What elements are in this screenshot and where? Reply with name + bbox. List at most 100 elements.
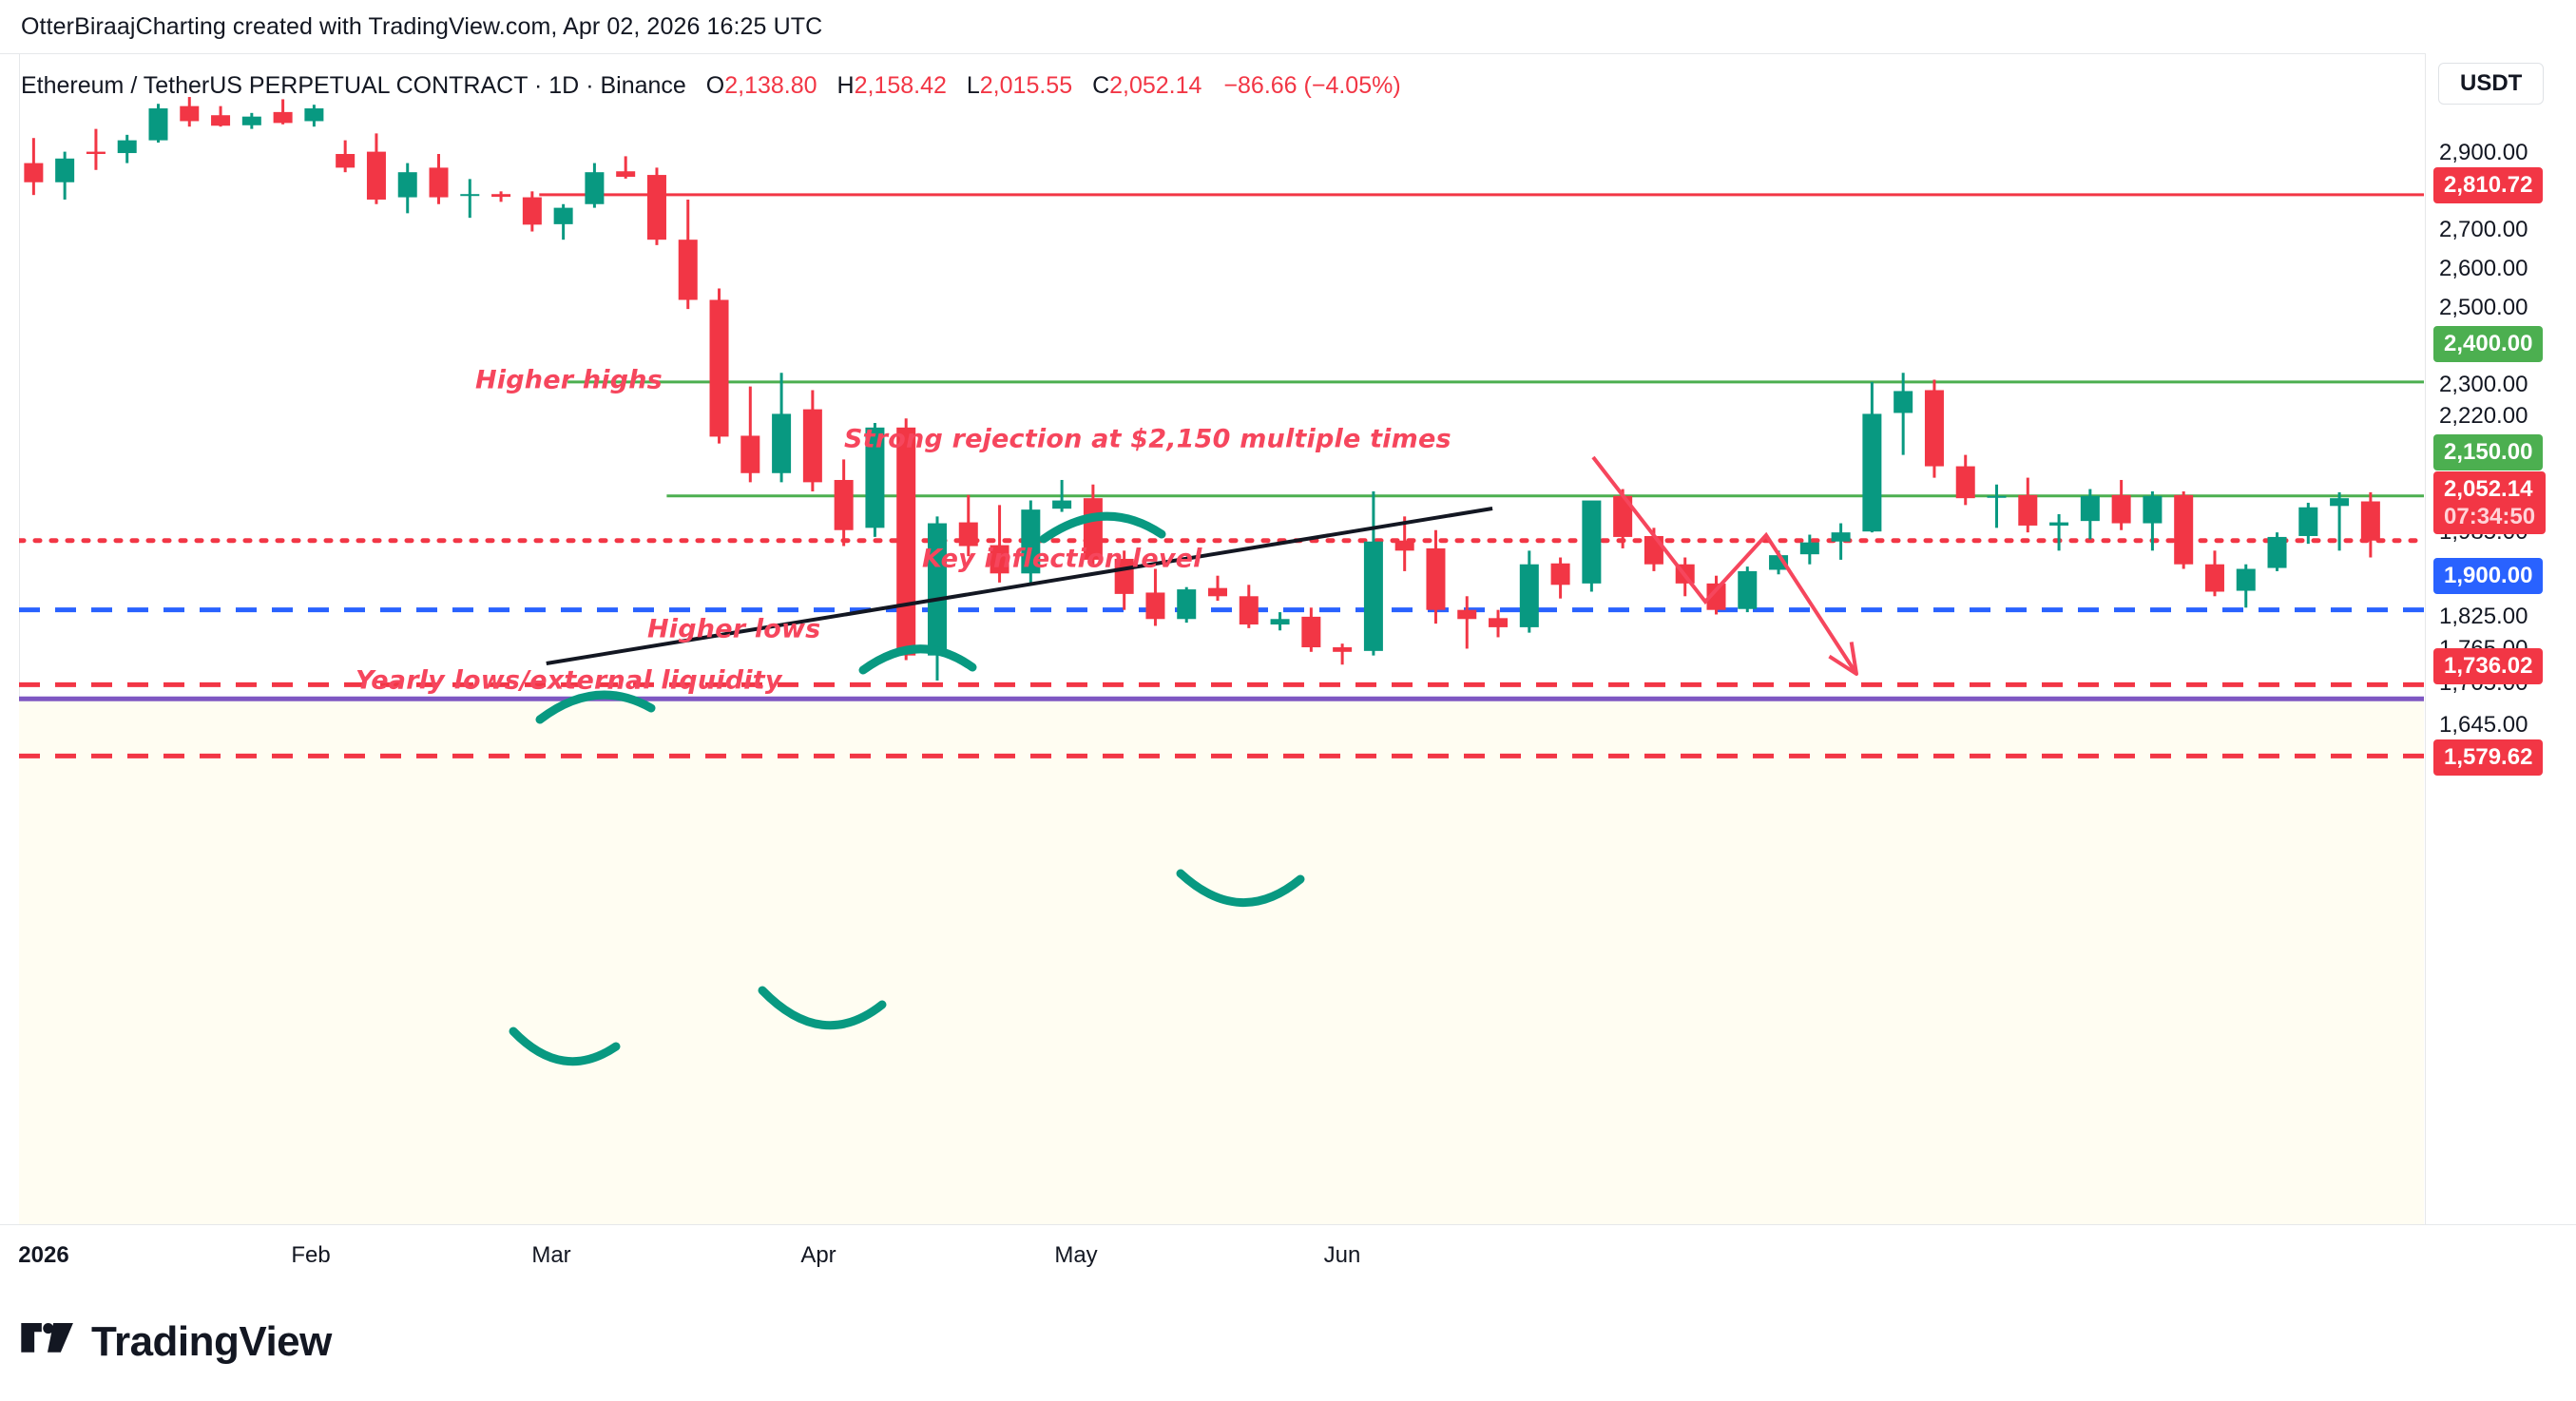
candle-body[interactable] — [1301, 616, 1321, 648]
price-label-pill[interactable]: 1,736.02 — [2433, 648, 2544, 684]
price-scale[interactable]: USDT 2,900.00 2,700.00 2,600.00 2,500.00 2,3… — [2425, 53, 2576, 1224]
price-label-pill[interactable]: 1,579.62 — [2433, 739, 2544, 776]
candle-body[interactable] — [896, 427, 916, 656]
chart-pane[interactable]: Ethereum / TetherUS PERPETUAL CONTRACT ·… — [0, 53, 2576, 1225]
candle-body[interactable] — [990, 545, 1009, 574]
candle-body[interactable] — [2049, 522, 2069, 526]
time-tick: 2026 — [18, 1242, 69, 1268]
candle-body[interactable] — [865, 427, 885, 528]
candle-body[interactable] — [678, 240, 698, 300]
price-label-pill[interactable]: 2,810.72 — [2433, 167, 2544, 203]
candle-body[interactable] — [241, 116, 261, 125]
candle-body[interactable] — [1924, 390, 1944, 467]
candle-body[interactable] — [397, 172, 417, 198]
candle-body[interactable] — [2143, 495, 2163, 524]
candle-body[interactable] — [2298, 507, 2318, 536]
candle-body[interactable] — [646, 175, 666, 240]
candle-body[interactable] — [2267, 536, 2287, 568]
currency-badge[interactable]: USDT — [2438, 63, 2545, 105]
candle-body[interactable] — [211, 115, 231, 126]
candle-body[interactable] — [1333, 647, 1353, 652]
time-scale[interactable]: 2026 Feb Mar Apr May Jun — [0, 1224, 2576, 1285]
candle-body[interactable] — [1239, 596, 1259, 625]
candle-body[interactable] — [709, 299, 729, 437]
price-label-pill[interactable]: 1,900.00 — [2433, 558, 2544, 594]
candle-body[interactable] — [460, 194, 480, 197]
price-label-pill[interactable]: 2,400.00 — [2433, 326, 2544, 362]
candle-body[interactable] — [1489, 618, 1509, 627]
candle-body[interactable] — [1021, 509, 1041, 574]
higher-highs-label[interactable]: Higher highs — [475, 365, 663, 395]
candle-body[interactable] — [336, 154, 356, 168]
candle-body[interactable] — [2204, 564, 2224, 592]
countdown-text: 07:34:50 — [2444, 504, 2536, 529]
candle-body[interactable] — [1145, 592, 1165, 620]
candle-body[interactable] — [366, 151, 386, 200]
candle-body[interactable] — [148, 108, 168, 141]
candle-body[interactable] — [522, 197, 542, 225]
candle-body[interactable] — [55, 158, 75, 182]
candle-body[interactable] — [2236, 568, 2256, 591]
candle-body[interactable] — [1582, 500, 1602, 584]
candle-body[interactable] — [1519, 564, 1539, 627]
candle-body[interactable] — [1394, 540, 1414, 551]
plot-area[interactable] — [19, 54, 2424, 1225]
candle-body[interactable] — [1831, 532, 1851, 542]
candle-body[interactable] — [2360, 501, 2380, 541]
candle-body[interactable] — [1799, 542, 1819, 555]
candle-body[interactable] — [1862, 413, 1882, 532]
candle-body[interactable] — [1363, 541, 1383, 651]
candle-body[interactable] — [1706, 583, 1726, 610]
yearly-lows-label[interactable]: Yearly lows/external liquidity — [356, 665, 782, 696]
candle-body[interactable] — [180, 106, 200, 122]
candle-body[interactable] — [1738, 570, 1758, 609]
candle-body[interactable] — [958, 522, 978, 547]
projection-arrowhead — [1828, 642, 1858, 676]
candle-body[interactable] — [1208, 587, 1228, 597]
candle-body[interactable] — [616, 171, 636, 177]
candle-body[interactable] — [1550, 563, 1570, 585]
candle-body[interactable] — [1613, 495, 1633, 537]
candle-body[interactable] — [2111, 494, 2131, 524]
candle-body[interactable] — [553, 207, 573, 224]
candle-body[interactable] — [1894, 391, 1913, 413]
candle-body[interactable] — [2174, 494, 2194, 565]
candle-body[interactable] — [585, 172, 605, 204]
candle-body[interactable] — [117, 140, 137, 154]
projection-path[interactable] — [1591, 455, 1858, 676]
candle-body[interactable] — [24, 163, 44, 182]
candle-body[interactable] — [2080, 495, 2100, 522]
candle-body[interactable] — [2018, 494, 2038, 526]
trendline-layer — [546, 507, 1493, 665]
candle-body[interactable] — [86, 151, 106, 154]
candle-body[interactable] — [1955, 466, 1975, 499]
candle-body[interactable] — [927, 523, 947, 656]
strong-rejection-label[interactable]: Strong rejection at $2,150 multiple time… — [844, 424, 1451, 454]
candle-body[interactable] — [491, 194, 511, 198]
higher-lows-label[interactable]: Higher lows — [647, 614, 821, 644]
candle-body[interactable] — [772, 413, 792, 473]
candle-body[interactable] — [834, 479, 854, 530]
key-inflection-label[interactable]: Key inflection level — [922, 544, 1202, 574]
candle-body[interactable] — [1457, 609, 1477, 620]
price-label-pill[interactable]: 2,052.14 07:34:50 — [2433, 471, 2547, 534]
candle-body[interactable] — [273, 111, 293, 124]
candle-body[interactable] — [1177, 589, 1197, 620]
price-label-pill[interactable]: 2,150.00 — [2433, 434, 2544, 470]
candle-body[interactable] — [304, 108, 324, 122]
candle-body[interactable] — [2330, 498, 2350, 507]
candle-body[interactable] — [1270, 619, 1290, 625]
zone-layer — [19, 699, 2424, 1225]
candle-body[interactable] — [1426, 547, 1446, 610]
candle-body[interactable] — [802, 409, 822, 483]
arc-high-1 — [535, 690, 656, 724]
candle-body[interactable] — [1987, 495, 2007, 498]
candle-body[interactable] — [740, 435, 760, 473]
candle-body[interactable] — [1052, 500, 1072, 509]
projection-path-layer — [1591, 455, 1858, 676]
ascending-trendline[interactable] — [546, 507, 1493, 665]
candle-body[interactable] — [1644, 535, 1663, 565]
candle-body[interactable] — [429, 167, 449, 198]
arc-low-2 — [758, 986, 887, 1030]
